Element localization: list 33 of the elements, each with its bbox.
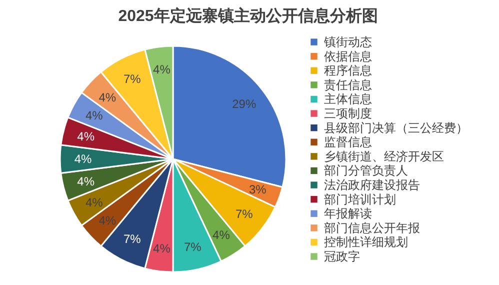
legend-label: 控制性详细规划 xyxy=(324,235,408,250)
data-label: 7% xyxy=(123,72,142,86)
legend-label: 部门培训计划 xyxy=(324,192,396,206)
data-label: 4% xyxy=(98,90,116,104)
legend-label: 冠政字 xyxy=(324,250,360,264)
data-label: 3% xyxy=(249,182,267,196)
data-label: 7% xyxy=(184,240,202,254)
legend-label: 乡镇街道、经济开发区 xyxy=(324,149,444,164)
legend-label: 法治政府建设报告 xyxy=(324,178,420,192)
data-label: 7% xyxy=(235,207,254,222)
legend-label: 县级部门决算（三公经费） xyxy=(324,120,468,135)
data-label: 29% xyxy=(232,96,256,111)
data-label: 4% xyxy=(85,108,104,123)
legend-label: 年报解读 xyxy=(324,206,372,221)
data-label: 4% xyxy=(85,195,104,210)
data-label: 4% xyxy=(74,152,92,166)
legend-label: 程序信息 xyxy=(324,64,372,78)
data-label: 4% xyxy=(153,62,171,77)
legend-label: 依据信息 xyxy=(324,49,372,64)
chart-title: 2025年定远寨镇主动公开信息分析图 xyxy=(118,6,378,25)
legend-label: 三项制度 xyxy=(324,106,372,120)
legend-label: 部门分管负责人 xyxy=(324,164,408,178)
legend-label: 镇街动态 xyxy=(323,35,372,49)
legend-label: 监督信息 xyxy=(324,135,372,150)
data-label: 4% xyxy=(77,130,95,144)
data-label: 7% xyxy=(123,232,142,246)
legend-label: 主体信息 xyxy=(324,92,372,106)
data-label: 4% xyxy=(153,241,171,256)
legend-label: 部门信息公开年报 xyxy=(324,220,420,235)
data-label: 4% xyxy=(98,214,116,228)
data-label: 4% xyxy=(212,228,230,242)
data-label: 4% xyxy=(77,174,95,188)
legend-label: 责任信息 xyxy=(324,78,372,92)
